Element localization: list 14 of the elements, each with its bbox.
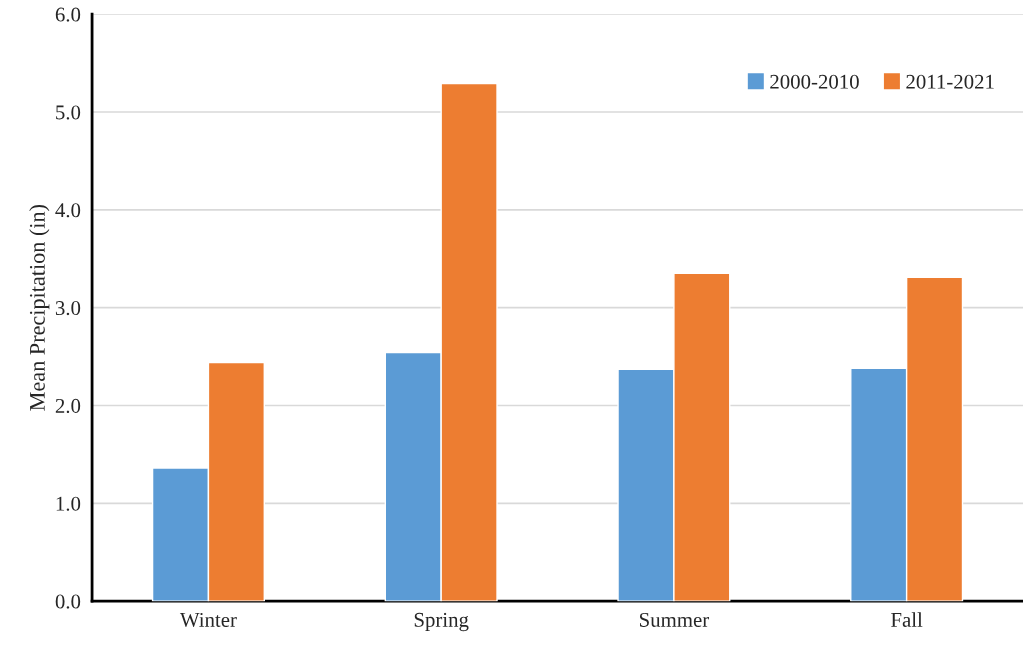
- y-tick-label: 3.0: [55, 301, 81, 316]
- y-tick-label: 6.0: [55, 7, 81, 22]
- y-tick-label: 2.0: [55, 398, 81, 414]
- x-tick-label: Winter: [179, 612, 237, 628]
- y-tick-label: 5.0: [56, 105, 81, 120]
- y-axis-title: Mean Precipitation (in): [29, 204, 50, 411]
- legend-label: 2000-2010: [770, 74, 859, 89]
- y-tick-label: 1.0: [56, 496, 81, 511]
- x-tick-label: Fall: [891, 612, 923, 627]
- legend-label: 2011-2021: [906, 74, 994, 89]
- y-tick-label: 4.0: [55, 203, 81, 218]
- x-tick-label: Spring: [414, 612, 469, 632]
- x-tick-label: Summer: [640, 612, 710, 627]
- y-tick-label: 0.0: [55, 594, 81, 609]
